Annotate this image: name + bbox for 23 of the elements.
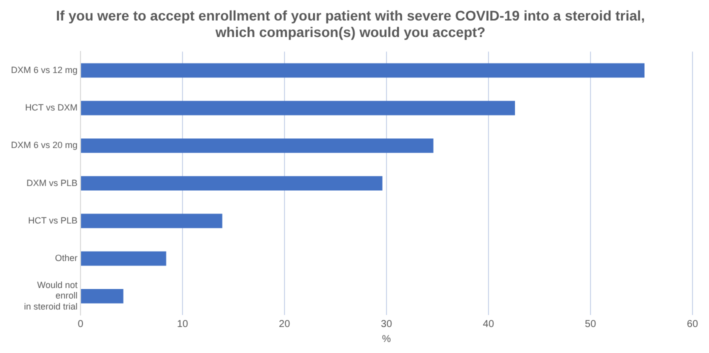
y-tick-label: Would not enroll in steroid trial xyxy=(24,280,78,312)
y-tick-label: DXM 6 vs 12 mg xyxy=(10,64,78,75)
x-tick-label: 10 xyxy=(176,318,189,330)
y-tick-label: HCT vs DXM xyxy=(25,102,78,113)
x-tick-label: 0 xyxy=(78,318,84,330)
bar xyxy=(81,100,515,116)
x-tick-label: 50 xyxy=(584,318,596,330)
x-tick-label: 40 xyxy=(482,318,494,330)
chart-title: If you were to accept enrollment of your patient with severe COVID-19 into a steroid trial, which comparison(s) would you accept? xyxy=(56,7,645,40)
bar xyxy=(81,63,645,78)
bar xyxy=(81,138,434,153)
x-tick-label: 30 xyxy=(380,318,392,330)
y-tick-label: DXM vs PLB xyxy=(26,178,78,188)
y-tick-label: DXM 6 vs 20 mg xyxy=(10,140,78,150)
bar xyxy=(81,251,166,266)
x-axis-title: % xyxy=(382,334,392,345)
x-tick-label: 20 xyxy=(278,318,290,330)
y-tick-label: Other xyxy=(55,253,78,264)
bar xyxy=(81,289,124,304)
x-tick-label: 60 xyxy=(686,318,698,330)
y-tick-label: HCT vs PLB xyxy=(28,215,78,226)
bar xyxy=(81,214,222,228)
bar xyxy=(81,176,382,190)
